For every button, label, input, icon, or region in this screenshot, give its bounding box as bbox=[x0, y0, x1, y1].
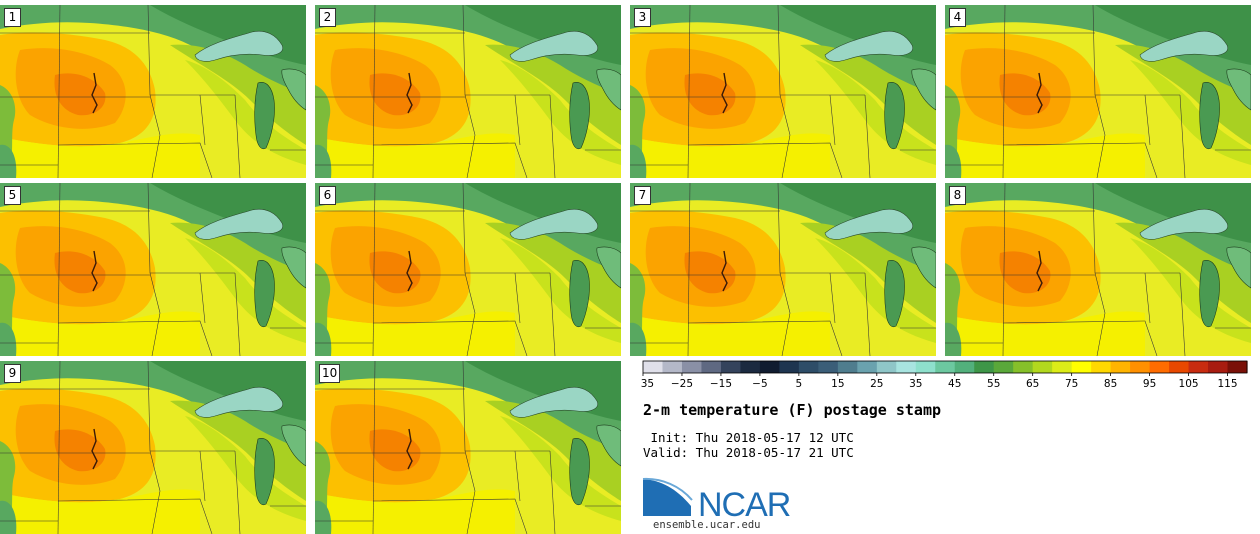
colorbar-swatch bbox=[876, 361, 897, 373]
ensemble-member-map: 4 bbox=[945, 5, 1251, 178]
member-number-label: 10 bbox=[319, 364, 341, 383]
colorbar-swatch bbox=[896, 361, 917, 373]
ensemble-member-map: 2 bbox=[315, 5, 621, 178]
colorbar-swatch bbox=[1169, 361, 1190, 373]
colorbar-swatch bbox=[857, 361, 878, 373]
colorbar-swatch bbox=[1013, 361, 1034, 373]
ensemble-member-map: 8 bbox=[945, 183, 1251, 356]
colorbar-tick-label: 55 bbox=[987, 378, 1000, 390]
colorbar-swatch bbox=[837, 361, 858, 373]
chart-title: 2-m temperature (F) postage stamp bbox=[643, 401, 942, 419]
colorbar-swatch bbox=[779, 361, 800, 373]
colorbar-swatch bbox=[1071, 361, 1092, 373]
colorbar-swatch bbox=[1149, 361, 1170, 373]
colorbar-tick-label: 5 bbox=[796, 378, 803, 390]
colorbar-tick-label: −35 bbox=[640, 378, 654, 390]
colorbar-swatch bbox=[759, 361, 780, 373]
colorbar-tick-label: −15 bbox=[710, 378, 732, 390]
member-number-label: 5 bbox=[4, 186, 21, 205]
colorbar-tick-label: 85 bbox=[1104, 378, 1117, 390]
colorbar-swatch bbox=[1188, 361, 1209, 373]
colorbar-swatch bbox=[643, 361, 664, 373]
colorbar-ticks: −35 −25 −15 −5 5 15 25 35 45 55 65 75 85 95 105 115 bbox=[640, 373, 1238, 390]
temperature-map bbox=[315, 183, 621, 356]
colorbar-swatch bbox=[681, 361, 703, 373]
ensemble-member-map: 6 bbox=[315, 183, 621, 356]
ensemble-member-map: 3 bbox=[630, 5, 936, 178]
colorbar-swatch bbox=[1130, 361, 1151, 373]
colorbar-swatch bbox=[1208, 361, 1229, 373]
temperature-map bbox=[630, 183, 936, 356]
colorbar-swatch bbox=[701, 361, 722, 373]
colorbar-tick-label: 25 bbox=[870, 378, 883, 390]
colorbar-swatch bbox=[662, 361, 683, 373]
member-number-label: 7 bbox=[634, 186, 651, 205]
logo-url: ensemble.ucar.edu bbox=[653, 519, 761, 531]
colorbar-swatch bbox=[798, 361, 819, 373]
colorbar-swatch bbox=[1091, 361, 1112, 373]
colorbar-swatch bbox=[1110, 361, 1131, 373]
init-time: Init: Thu 2018-05-17 12 UTC bbox=[643, 430, 854, 445]
temperature-map bbox=[315, 5, 621, 178]
colorbar-tick-label: 35 bbox=[909, 378, 922, 390]
temperature-map bbox=[945, 183, 1251, 356]
temperature-map bbox=[0, 5, 306, 178]
colorbar-tick-label: 105 bbox=[1179, 378, 1199, 390]
member-number-label: 4 bbox=[949, 8, 966, 27]
member-number-label: 8 bbox=[949, 186, 966, 205]
logo-arc bbox=[642, 477, 693, 501]
ensemble-member-map: 1 bbox=[0, 5, 306, 178]
member-number-label: 6 bbox=[319, 186, 336, 205]
logo-wordmark: NCAR bbox=[698, 486, 790, 520]
colorbar-tick-label: 95 bbox=[1143, 378, 1156, 390]
colorbar-swatch bbox=[954, 361, 975, 373]
member-number-label: 9 bbox=[4, 364, 21, 383]
ensemble-member-map: 7 bbox=[630, 183, 936, 356]
colorbar-tick-label: −25 bbox=[671, 378, 693, 390]
valid-time: Valid: Thu 2018-05-17 21 UTC bbox=[643, 445, 854, 460]
member-number-label: 1 bbox=[4, 8, 21, 27]
ncar-logo: NCAR bbox=[642, 477, 791, 520]
temperature-map bbox=[630, 5, 936, 178]
colorbar-swatch bbox=[915, 361, 936, 373]
temperature-map bbox=[0, 183, 306, 356]
temperature-colorbar: −35 −25 −15 −5 5 15 25 35 45 55 65 75 85 95 105 115 bbox=[640, 360, 1248, 390]
colorbar-swatch bbox=[974, 361, 995, 373]
ensemble-member-map: 10 bbox=[315, 361, 621, 534]
colorbar-tick-label: 65 bbox=[1026, 378, 1039, 390]
logo-emblem bbox=[643, 479, 691, 516]
colorbar-tick-label: 115 bbox=[1217, 378, 1237, 390]
member-number-label: 3 bbox=[634, 8, 651, 27]
member-number-label: 2 bbox=[319, 8, 336, 27]
colorbar-swatch bbox=[720, 361, 742, 373]
colorbar-tick-label: 45 bbox=[948, 378, 961, 390]
ensemble-member-map: 9 bbox=[0, 361, 306, 534]
colorbar-swatch bbox=[935, 361, 956, 373]
colorbar-frame bbox=[642, 360, 1248, 374]
ensemble-member-map: 5 bbox=[0, 183, 306, 356]
colorbar-swatches bbox=[643, 361, 1248, 373]
temperature-map bbox=[0, 361, 306, 534]
colorbar-swatch bbox=[818, 361, 839, 373]
colorbar-tick-label: −5 bbox=[752, 378, 767, 390]
colorbar-swatch bbox=[1052, 361, 1073, 373]
colorbar-tick-label: 15 bbox=[831, 378, 844, 390]
colorbar-swatch bbox=[740, 361, 761, 373]
temperature-map bbox=[945, 5, 1251, 178]
temperature-map bbox=[315, 361, 621, 534]
colorbar-tick-label: 75 bbox=[1065, 378, 1078, 390]
colorbar-swatch bbox=[1227, 361, 1248, 373]
colorbar-swatch bbox=[993, 361, 1014, 373]
colorbar-swatch bbox=[1032, 361, 1053, 373]
